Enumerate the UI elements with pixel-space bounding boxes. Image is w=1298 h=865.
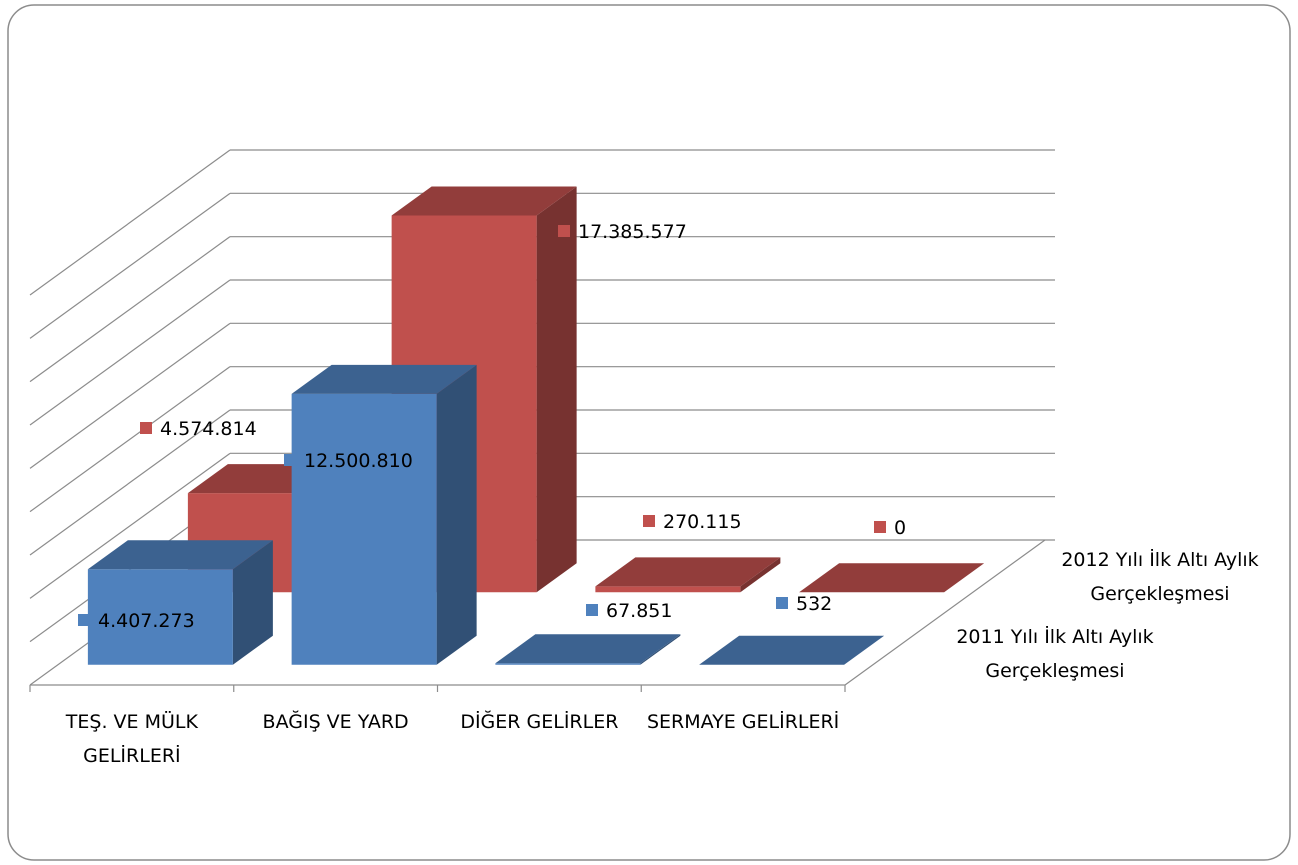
label-marker xyxy=(643,515,655,527)
x-tick-label: BAĞIŞ VE YARD xyxy=(262,711,409,733)
bar-front xyxy=(291,393,437,665)
data-label-text: 532 xyxy=(796,593,833,615)
bar-side xyxy=(232,540,273,665)
data-label-text: 67.851 xyxy=(606,600,673,622)
bar-side xyxy=(436,364,477,665)
data-label-text: 12.500.810 xyxy=(304,450,413,472)
bar-side xyxy=(536,186,577,593)
x-tick-label: TEŞ. VE MÜLK GELİRLERİ xyxy=(65,711,198,767)
bar-top xyxy=(87,540,273,570)
data-label: 4.574.814 xyxy=(140,418,257,440)
bar-top xyxy=(291,364,477,394)
bar-top xyxy=(799,563,985,593)
bar-top xyxy=(699,635,885,665)
grid-line xyxy=(29,192,231,339)
data-label: 4.407.273 xyxy=(78,610,195,632)
legend-entry: 2012 Yılı İlk Altı Aylık Gerçekleşmesi xyxy=(1061,549,1259,605)
bar-top xyxy=(495,634,681,664)
data-label-text: 270.115 xyxy=(663,511,742,533)
label-marker xyxy=(874,521,886,533)
data-label-text: 4.407.273 xyxy=(98,610,195,632)
data-label: 532 xyxy=(776,593,832,615)
data-label: 67.851 xyxy=(586,600,672,622)
legend-entry: 2011 Yılı İlk Altı Aylık Gerçekleşmesi xyxy=(956,626,1154,682)
data-label-text: 4.574.814 xyxy=(160,418,257,440)
label-marker xyxy=(78,614,90,626)
bar-front xyxy=(87,569,233,665)
data-label: 17.385.577 xyxy=(558,221,687,243)
bar-side xyxy=(640,634,681,665)
x-tick-label: DİĞER GELİRLER xyxy=(460,711,619,733)
grid-line xyxy=(29,236,231,383)
grid-line xyxy=(29,322,231,469)
bar-front xyxy=(595,586,741,593)
label-marker xyxy=(140,422,152,434)
bar-top xyxy=(595,557,781,587)
grid-line xyxy=(29,149,231,296)
data-label: 270.115 xyxy=(643,511,742,533)
bar-side xyxy=(844,635,885,665)
data-label: 12.500.810 xyxy=(284,450,413,472)
data-label: 0 xyxy=(874,517,906,539)
label-marker xyxy=(558,225,570,237)
x-tick-label: SERMAYE GELİRLERİ xyxy=(646,711,840,733)
bar-front xyxy=(495,663,641,665)
bar-top xyxy=(391,186,577,216)
label-marker xyxy=(586,604,598,616)
data-label-text: 0 xyxy=(894,517,907,539)
grid-line xyxy=(29,409,231,556)
grid-line xyxy=(29,279,231,426)
label-marker xyxy=(284,454,296,466)
label-marker xyxy=(776,597,788,609)
grid-line xyxy=(29,452,231,599)
data-label-text: 17.385.577 xyxy=(578,221,687,243)
bar-side xyxy=(740,557,781,593)
grid-line xyxy=(29,366,231,513)
